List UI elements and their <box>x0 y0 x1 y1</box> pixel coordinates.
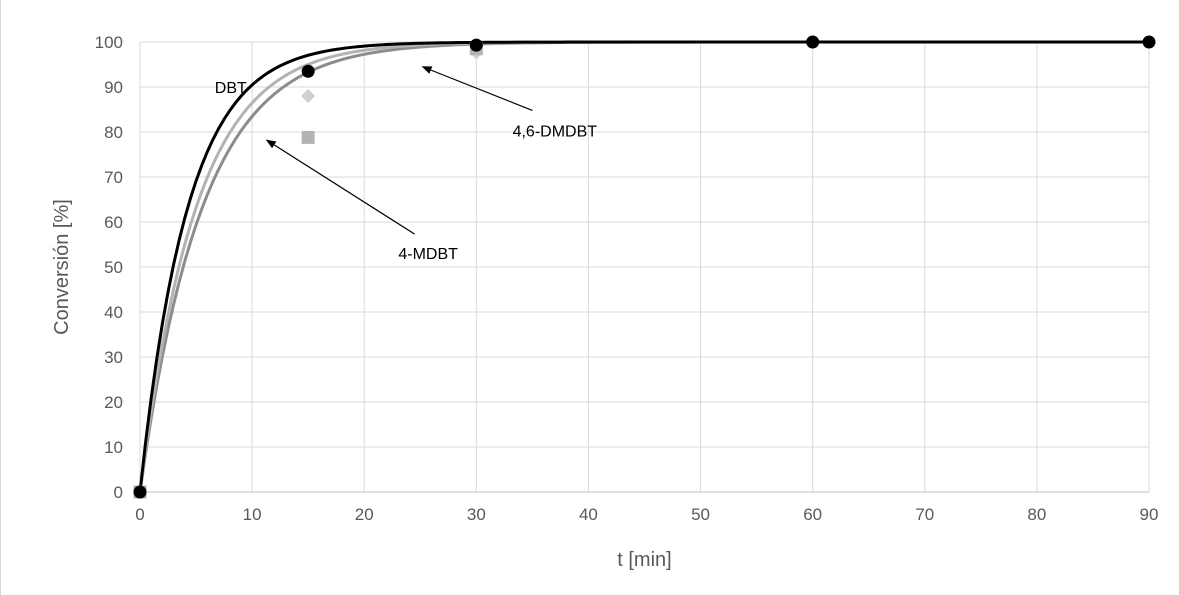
grid <box>139 41 1150 493</box>
tick-labels: 0 10 20 30 40 50 60 70 80 90 0 10 20 30 40 50 60 70 80 90 10… <box>95 33 1159 524</box>
x-tick-label: 50 <box>691 505 710 524</box>
annotation-label-dbt: DBT <box>215 80 247 97</box>
data-point-4-6-dmdbt <box>301 89 316 103</box>
x-tick-label: 30 <box>467 505 486 524</box>
annotation-label-4-mdbt: 4-MDBT <box>398 246 458 263</box>
y-axis-title: Conversión [%] <box>51 199 73 335</box>
annotation-label-4-6-dmdbt: 4,6-DMDBT <box>513 124 598 141</box>
annotations: DBT 4-MDBT 4,6-DMDBT <box>215 66 598 263</box>
data-point-dbt <box>1142 35 1156 49</box>
y-tick-label: 30 <box>104 348 123 367</box>
y-tick-label: 40 <box>104 303 123 322</box>
annotation-arrow-4-mdbt <box>265 139 415 235</box>
data-point-dbt <box>806 35 820 49</box>
y-tick-label: 60 <box>104 213 123 232</box>
data-points <box>133 35 1156 499</box>
y-tick-label: 0 <box>114 483 123 502</box>
y-tick-label: 70 <box>104 168 123 187</box>
x-tick-label: 70 <box>915 505 934 524</box>
fit-curve-dbt <box>138 40 1149 493</box>
y-tick-label: 80 <box>104 123 123 142</box>
y-tick-label: 20 <box>104 393 123 412</box>
y-tick-label: 10 <box>104 438 123 457</box>
y-tick-label: 100 <box>95 33 123 52</box>
x-axis-title: t [min] <box>617 549 671 571</box>
y-tick-label: 50 <box>104 258 123 277</box>
x-tick-label: 0 <box>135 505 144 524</box>
data-point-dbt <box>469 38 483 52</box>
annotation-arrow-4-6-dmdbt <box>421 66 533 111</box>
data-point-dbt <box>301 64 315 78</box>
x-tick-label: 20 <box>355 505 374 524</box>
data-point-dbt <box>133 485 147 499</box>
x-tick-label: 40 <box>579 505 598 524</box>
y-tick-label: 90 <box>104 78 123 97</box>
x-tick-label: 10 <box>243 505 262 524</box>
x-tick-label: 90 <box>1140 505 1159 524</box>
data-point-4-mdbt <box>301 130 315 144</box>
x-tick-label: 60 <box>803 505 822 524</box>
x-tick-label: 80 <box>1027 505 1046 524</box>
